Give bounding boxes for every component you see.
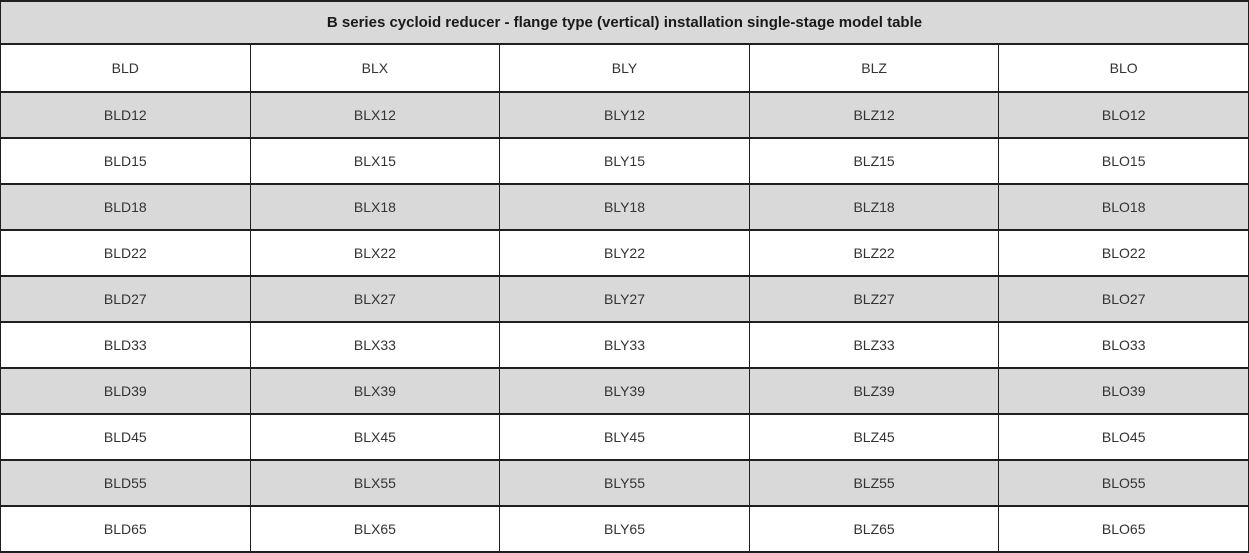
table-row: BLD12 BLX12 BLY12 BLZ12 BLO12 [0,91,1249,139]
model-cell: BLD45 [0,413,251,461]
model-cell: BLD12 [0,91,251,139]
column-header-blo: BLO [998,43,1249,93]
model-cell: BLY12 [499,91,750,139]
model-cell: BLO45 [998,413,1249,461]
model-cell: BLX45 [249,413,501,461]
model-cell: BLO15 [998,137,1249,185]
model-cell: BLY15 [499,137,750,185]
model-cell: BLY65 [499,505,750,553]
model-cell: BLY27 [499,275,750,323]
model-cell: BLO39 [998,367,1249,415]
model-cell: BLZ33 [748,321,1000,369]
table-title: B series cycloid reducer - flange type (… [0,0,1249,45]
model-cell: BLX12 [249,91,501,139]
table-row: BLD65 BLX65 BLY65 BLZ65 BLO65 [0,505,1249,553]
model-cell: BLO33 [998,321,1249,369]
model-cell: BLX18 [249,183,501,231]
column-header-bly: BLY [499,43,750,93]
model-cell: BLX22 [249,229,501,277]
model-cell: BLD27 [0,275,251,323]
model-cell: BLD65 [0,505,251,553]
model-cell: BLZ65 [748,505,1000,553]
model-cell: BLD55 [0,459,251,507]
model-cell: BLX27 [249,275,501,323]
model-cell: BLO12 [998,91,1249,139]
model-cell: BLZ39 [748,367,1000,415]
table-row: BLD33 BLX33 BLY33 BLZ33 BLO33 [0,321,1249,369]
model-cell: BLD39 [0,367,251,415]
model-cell: BLO18 [998,183,1249,231]
model-cell: BLY22 [499,229,750,277]
table-row: BLD22 BLX22 BLY22 BLZ22 BLO22 [0,229,1249,277]
table-row: BLD15 BLX15 BLY15 BLZ15 BLO15 [0,137,1249,185]
table-row: BLD18 BLX18 BLY18 BLZ18 BLO18 [0,183,1249,231]
model-cell: BLX33 [249,321,501,369]
model-cell: BLZ22 [748,229,1000,277]
model-cell: BLX15 [249,137,501,185]
model-cell: BLZ15 [748,137,1000,185]
model-cell: BLZ12 [748,91,1000,139]
model-cell: BLO65 [998,505,1249,553]
model-cell: BLO55 [998,459,1249,507]
table-row: BLD55 BLX55 BLY55 BLZ55 BLO55 [0,459,1249,507]
model-cell: BLY33 [499,321,750,369]
model-cell: BLX39 [249,367,501,415]
model-cell: BLX55 [249,459,501,507]
table-title-row: B series cycloid reducer - flange type (… [0,0,1249,45]
model-cell: BLY55 [499,459,750,507]
table-row: BLD39 BLX39 BLY39 BLZ39 BLO39 [0,367,1249,415]
model-cell: BLZ55 [748,459,1000,507]
column-header-bld: BLD [0,43,251,93]
model-cell: BLY39 [499,367,750,415]
model-cell: BLX65 [249,505,501,553]
table-row: BLD27 BLX27 BLY27 BLZ27 BLO27 [0,275,1249,323]
model-cell: BLZ45 [748,413,1000,461]
model-cell: BLD15 [0,137,251,185]
table-row: BLD45 BLX45 BLY45 BLZ45 BLO45 [0,413,1249,461]
model-cell: BLY18 [499,183,750,231]
model-cell: BLO27 [998,275,1249,323]
column-header-blx: BLX [249,43,501,93]
model-cell: BLY45 [499,413,750,461]
model-cell: BLD33 [0,321,251,369]
model-cell: BLZ18 [748,183,1000,231]
model-cell: BLD22 [0,229,251,277]
model-cell: BLD18 [0,183,251,231]
model-cell: BLO22 [998,229,1249,277]
column-header-blz: BLZ [748,43,1000,93]
table-header-row: BLD BLX BLY BLZ BLO [0,43,1249,93]
model-cell: BLZ27 [748,275,1000,323]
